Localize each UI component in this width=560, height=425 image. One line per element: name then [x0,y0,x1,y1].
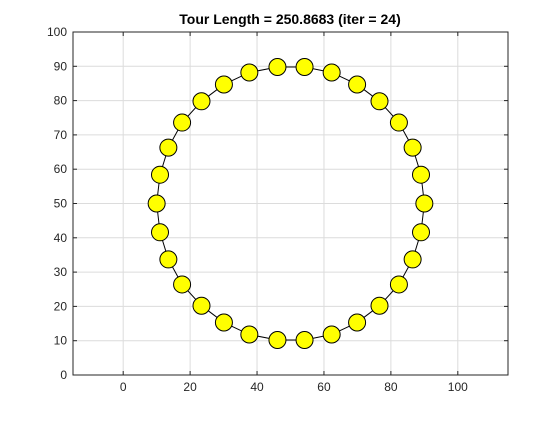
city-point [151,165,169,184]
city-point [403,250,422,269]
y-tick-label: 70 [54,128,68,142]
city-points [147,57,434,350]
city-point [240,63,259,82]
x-tick-label: 40 [250,380,264,394]
city-point [322,63,341,82]
city-point [412,165,430,184]
city-point [295,57,314,76]
city-point [389,275,408,294]
city-point [214,75,233,94]
city-point [348,313,367,332]
y-tick-label: 60 [54,162,68,176]
city-point [268,331,287,350]
city-point [159,250,178,269]
axis-ticks [73,31,508,376]
city-point [389,113,408,132]
chart-title: Tour Length = 250.8683 (iter = 24) [179,11,400,27]
city-point [147,194,166,213]
city-point [403,138,422,157]
city-point [370,296,389,315]
city-point [240,325,259,344]
y-tick-label: 10 [54,334,68,348]
city-point [192,296,211,315]
x-tick-label: 60 [317,380,331,394]
y-tick-label: 50 [54,197,68,211]
city-point [159,138,178,157]
city-point [415,194,434,213]
y-tick-label: 90 [54,59,68,73]
x-tick-label: 0 [120,380,127,394]
city-point [173,275,192,294]
city-point [151,223,169,242]
city-point [192,92,211,111]
city-point [412,223,430,242]
y-tick-label: 40 [54,231,68,245]
grid-lines [73,31,508,376]
x-tick-label: 100 [448,380,468,394]
y-tick-label: 100 [47,25,67,39]
city-point [268,57,287,76]
x-tick-label: 20 [183,380,197,394]
y-tick-label: 80 [54,94,68,108]
city-point [295,331,314,350]
x-tick-label: 80 [384,380,398,394]
city-point [322,325,341,344]
city-point [348,75,367,94]
y-tick-label: 0 [60,368,67,382]
city-point [370,92,389,111]
y-tick-label: 20 [54,299,68,313]
city-point [173,113,192,132]
city-point [214,313,233,332]
tick-labels: 0 20 40 60 80 100 0 10 20 30 40 50 60 70 80 90 100 [47,25,468,394]
y-tick-label: 30 [54,265,68,279]
